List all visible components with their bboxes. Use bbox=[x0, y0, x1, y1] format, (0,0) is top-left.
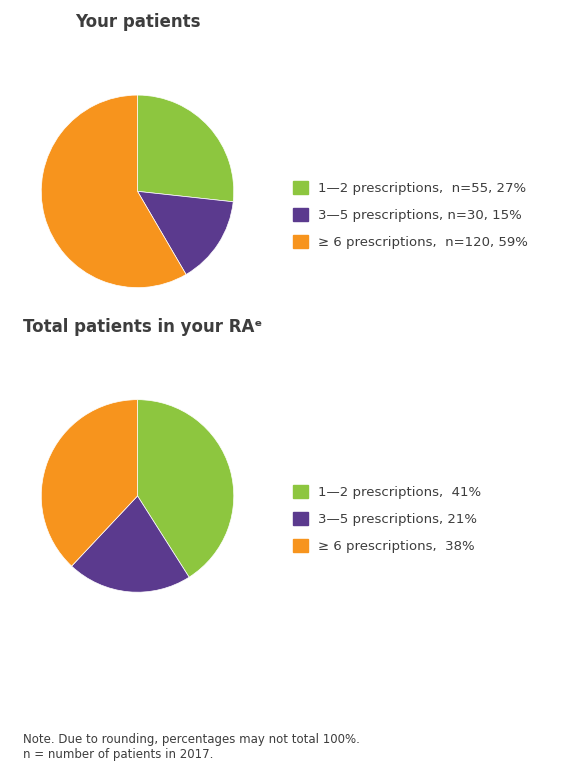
Text: Note. Due to rounding, percentages may not total 100%.
n = number of patients in: Note. Due to rounding, percentages may n… bbox=[23, 733, 360, 761]
Wedge shape bbox=[138, 95, 234, 201]
Legend: 1—2 prescriptions,  41%, 3—5 prescriptions, 21%, ≥ 6 prescriptions,  38%: 1—2 prescriptions, 41%, 3—5 prescription… bbox=[293, 486, 481, 553]
Text: Total patients in your RAᵉ: Total patients in your RAᵉ bbox=[23, 318, 262, 336]
Wedge shape bbox=[41, 400, 138, 566]
Wedge shape bbox=[138, 400, 234, 577]
Text: Your patients: Your patients bbox=[74, 13, 201, 31]
Wedge shape bbox=[138, 191, 233, 274]
Wedge shape bbox=[72, 496, 189, 592]
Wedge shape bbox=[41, 95, 186, 287]
Legend: 1—2 prescriptions,  n=55, 27%, 3—5 prescriptions, n=30, 15%, ≥ 6 prescriptions, : 1—2 prescriptions, n=55, 27%, 3—5 prescr… bbox=[293, 181, 528, 248]
